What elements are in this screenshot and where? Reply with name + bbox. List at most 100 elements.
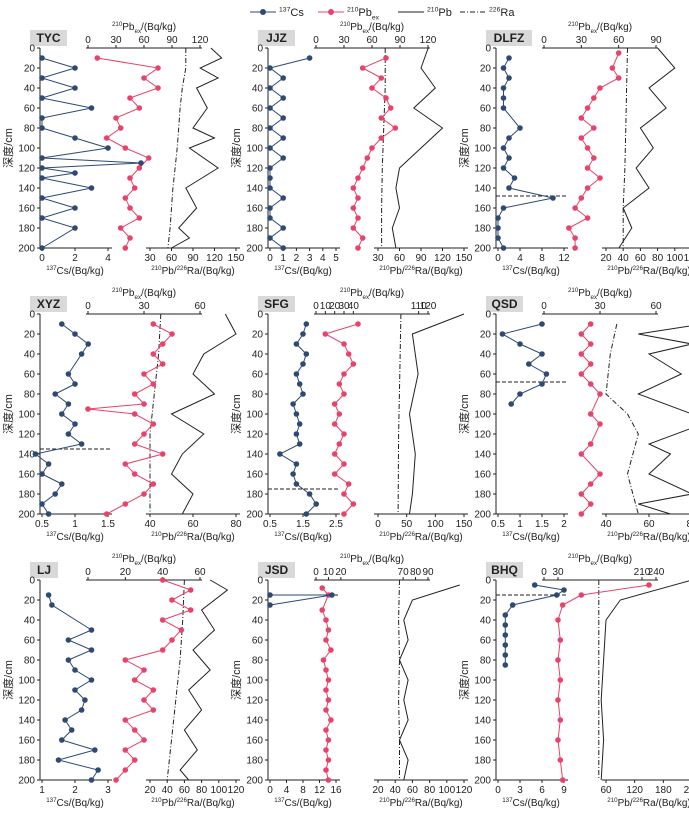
depth-tick-label: 20 — [24, 596, 36, 607]
point-210pbex — [557, 717, 564, 723]
depth-tick-label: 20 — [24, 64, 36, 75]
pbex-tick-label: 0 — [85, 301, 91, 312]
pbex-tick-label: 30 — [110, 35, 122, 46]
series-210pb — [391, 47, 444, 249]
point-137cs — [49, 602, 55, 608]
pbra-tick-label: 60 — [394, 253, 406, 264]
depth-tick-label: 180 — [246, 490, 263, 501]
point-210pbex — [584, 185, 591, 191]
site-tag-bg — [258, 296, 295, 312]
point-210pbex — [122, 657, 129, 663]
point-137cs — [267, 175, 273, 181]
depth-tick-label: 160 — [474, 470, 491, 481]
point-137cs — [502, 662, 509, 668]
pbra-tick-label: 80 — [230, 519, 242, 530]
point-210pbex — [131, 411, 138, 417]
point-137cs — [59, 737, 65, 743]
pbex-tick-label: 120 — [420, 35, 437, 46]
cs-tick-label: 4 — [284, 785, 290, 796]
pbra-tick-label: 120 — [626, 785, 643, 796]
legend-marker — [260, 9, 266, 15]
point-137cs — [296, 421, 303, 427]
point-210pbex — [584, 165, 591, 171]
cs-tick-label: 2 — [561, 519, 567, 530]
depth-tick-label: 180 — [18, 490, 35, 501]
series-210pbex — [87, 323, 173, 515]
point-210pbex — [587, 341, 594, 347]
point-210pbex — [325, 737, 332, 743]
pbra-tick-label: 40 — [600, 519, 612, 530]
point-210pbex — [136, 165, 143, 171]
depth-tick-label: 40 — [252, 84, 264, 95]
point-137cs — [72, 135, 78, 141]
pbex-tick-label: 20 — [120, 567, 132, 578]
point-210pbex — [615, 50, 622, 56]
point-210pbex — [159, 451, 166, 457]
point-210pbex — [122, 747, 129, 753]
depth-tick-label: 140 — [18, 184, 35, 195]
pbra-tick-label: 40 — [390, 785, 402, 796]
point-210pbex — [578, 371, 585, 377]
point-137cs — [82, 697, 88, 703]
depth-tick-label: 140 — [18, 450, 35, 461]
depth-tick-label: 80 — [480, 124, 492, 135]
series-226ra — [397, 313, 402, 515]
point-137cs — [39, 55, 45, 61]
pbex-tick-label: 0 — [313, 35, 319, 46]
depth-tick-label: 20 — [252, 330, 264, 341]
pbra-tick-label: 60 — [643, 519, 655, 530]
cs-tick-label: 1 — [39, 785, 45, 796]
site-tag-bg — [486, 562, 523, 578]
point-210pbex — [150, 481, 157, 487]
point-210pbex — [355, 321, 361, 327]
pbex-axis-label: 210Pbex/(Bq/kg) — [112, 553, 176, 567]
cs-tick-label: 0 — [495, 253, 501, 264]
point-137cs — [506, 55, 512, 61]
depth-tick-label: 140 — [246, 450, 263, 461]
depth-tick-label: 180 — [474, 490, 491, 501]
point-210pbex — [331, 471, 338, 477]
point-210pbex — [328, 717, 334, 723]
pbex-tick-label: 30 — [338, 301, 350, 312]
point-137cs — [39, 215, 45, 221]
pbex-axis-label: 210Pbex/(Bq/kg) — [112, 21, 176, 35]
point-210pbex — [150, 351, 157, 357]
series-210pbex — [324, 323, 359, 515]
site-tag-bg — [30, 30, 67, 46]
point-137cs — [561, 587, 567, 593]
depth-tick-label: 120 — [246, 696, 263, 707]
point-137cs — [39, 245, 45, 251]
legend-label: 137Cs — [279, 7, 304, 19]
pbex-axis-label: 210Pbex/(Bq/kg) — [568, 287, 632, 301]
point-210pbex — [131, 677, 138, 683]
point-210pbex — [331, 421, 338, 427]
point-210pbex — [159, 577, 166, 583]
pbra-tick-label: 60 — [407, 785, 419, 796]
point-210pbex — [187, 607, 194, 613]
point-210pbex — [131, 391, 138, 397]
pbra-tick-label: 80 — [686, 519, 689, 530]
point-137cs — [45, 461, 52, 467]
depth-tick-label: 200 — [474, 776, 491, 787]
point-210pbex — [572, 235, 578, 241]
legend-label: 210Pb — [427, 7, 452, 19]
point-137cs — [72, 85, 78, 91]
depth-tick-label: 20 — [480, 64, 492, 75]
pbex-tick-label: 60 — [613, 35, 625, 46]
point-137cs — [306, 491, 313, 497]
point-137cs — [303, 351, 310, 357]
depth-tick-label: 80 — [24, 124, 36, 135]
point-210pbex — [131, 757, 138, 763]
depth-tick-label: 60 — [24, 636, 36, 647]
point-210pbex — [555, 737, 561, 743]
depth-tick-label: 180 — [18, 224, 35, 235]
depth-tick-label: 20 — [24, 330, 36, 341]
pbex-tick-label: 240 — [648, 567, 665, 578]
point-137cs — [39, 175, 45, 181]
pbra-tick-label: 40 — [162, 785, 174, 796]
cs-tick-label: 0 — [495, 785, 501, 796]
point-137cs — [65, 657, 72, 663]
point-137cs — [506, 75, 512, 81]
